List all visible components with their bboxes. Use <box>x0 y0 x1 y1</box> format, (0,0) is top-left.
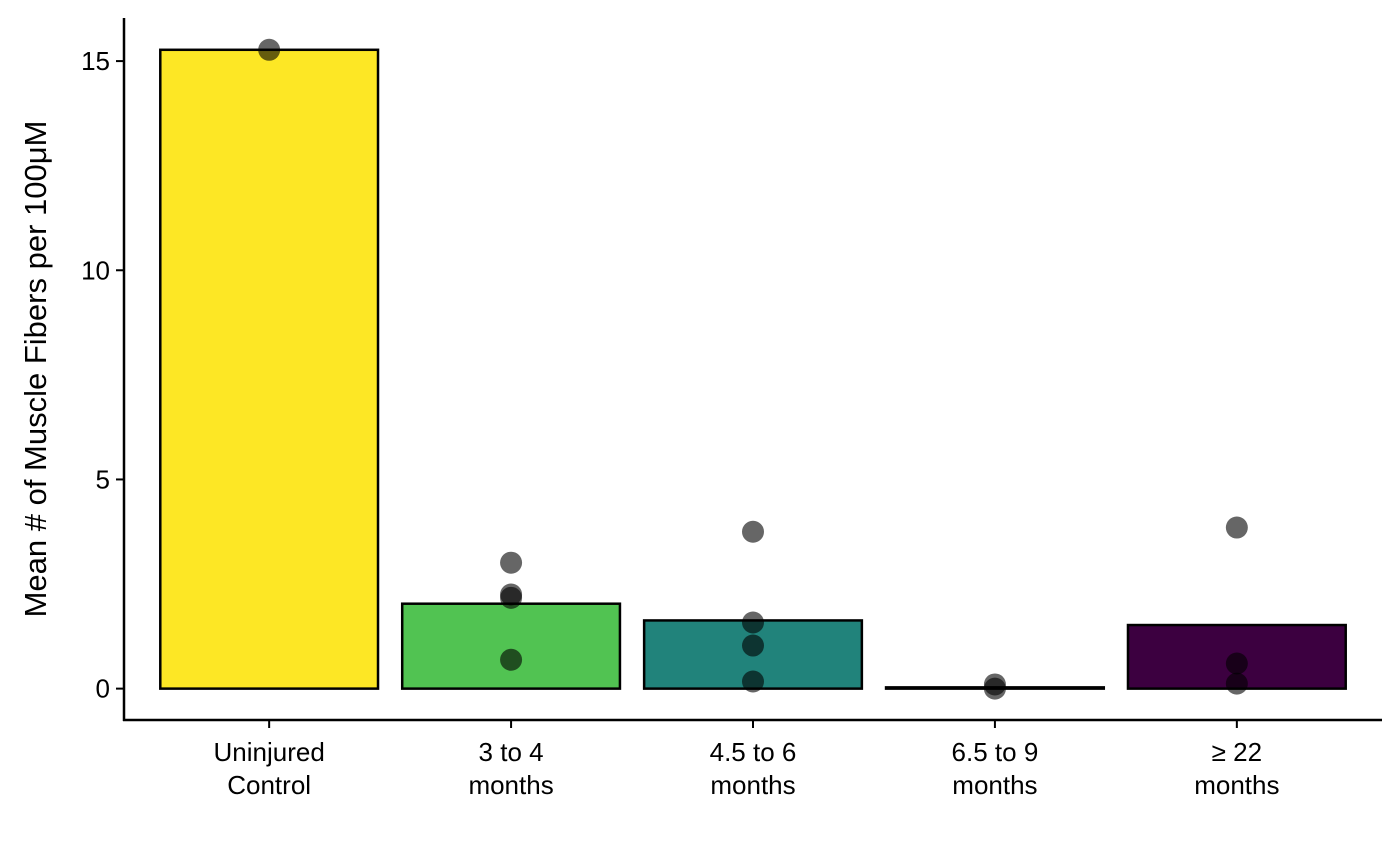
x-tick-label: 4.5 to 6 months <box>710 737 797 800</box>
x-tick-label: 3 to 4 months <box>468 737 553 800</box>
x-tick-label: ≥ 22 months <box>1194 737 1279 800</box>
y-tick-label: 5 <box>96 464 110 494</box>
bar <box>400 602 622 690</box>
bar <box>159 48 380 690</box>
data-point <box>742 611 764 634</box>
data-point <box>1225 652 1248 675</box>
y-tick-label: 0 <box>96 674 110 704</box>
y-tick-label: 15 <box>81 46 110 76</box>
x-tick-label: 6.5 to 9 months <box>952 737 1039 800</box>
data-point <box>500 648 523 671</box>
x-tick-label-line: months <box>710 770 795 800</box>
data-point <box>500 586 523 609</box>
data-point <box>258 38 281 61</box>
x-tick-label-line: months <box>468 770 553 800</box>
data-point <box>983 677 1006 700</box>
x-tick-label: Uninjured Control <box>214 737 325 800</box>
data-point <box>1225 516 1248 539</box>
x-tick-label-line: ≥ 22 <box>1212 737 1262 767</box>
x-tick-label-line: months <box>952 770 1037 800</box>
x-tick-label-line: 6.5 to 9 <box>952 737 1039 767</box>
x-tick-label-line: Uninjured <box>214 737 325 767</box>
data-point <box>500 551 523 574</box>
data-point <box>742 520 764 543</box>
x-tick-label-line: Control <box>227 770 311 800</box>
y-tick-label: 10 <box>81 255 110 285</box>
x-tick-label-line: 4.5 to 6 <box>710 737 797 767</box>
y-axis-title: Mean # of Muscle Fibers per 100μM <box>18 121 53 618</box>
x-tick-label-line: 3 to 4 <box>479 737 544 767</box>
data-point <box>742 634 764 657</box>
x-tick-label-line: months <box>1194 770 1279 800</box>
data-point <box>1225 672 1248 695</box>
data-point <box>742 670 764 693</box>
